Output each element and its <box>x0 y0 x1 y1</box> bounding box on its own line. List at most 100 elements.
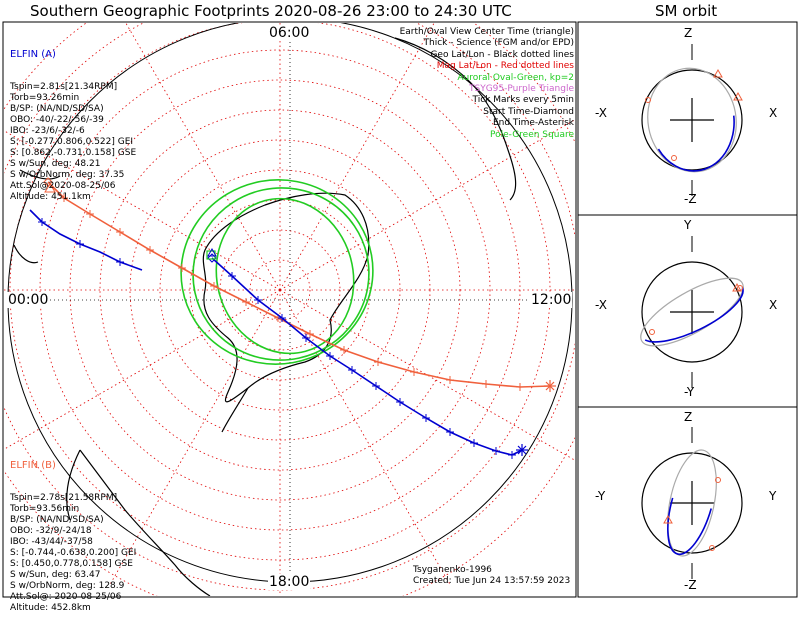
mag-lat-circle <box>249 259 311 321</box>
asterisk-stroke <box>545 381 555 391</box>
legend-entry: Auroral Oval-Green, kp=2 <box>457 72 574 83</box>
elfin-a-info: ELFIN (A) Tspin=2.81s[21.34RPM] Torb=93.2… <box>10 27 136 214</box>
elfin-b-info-line: S: [-0.744,-0.638,0.200] GEI <box>10 548 137 558</box>
elfin-b-info: ELFIN (B) Tspin=2.78s[21.58RPM] Torb=93.5… <box>10 438 136 625</box>
elfin-a-name: ELFIN (A) <box>10 49 56 60</box>
orbit-panel-2 <box>640 236 744 388</box>
time-label-left: 00:00 <box>7 292 50 308</box>
elfin-b-info-line: IBO: -43/44/-37/58 <box>10 537 93 547</box>
orbit-path-a <box>667 450 717 556</box>
antarctic-peninsula <box>221 387 249 433</box>
legend: Earth/Oval View Center Time (triangle) Th… <box>400 27 574 141</box>
legend-entry: Tick Marks every 5min <box>472 95 574 106</box>
legend-entry: Earth/Oval View Center Time (triangle) <box>399 27 574 37</box>
orbit-axis-label-top: Y <box>684 218 692 232</box>
orbit-path-b <box>647 67 737 173</box>
antarctica-coastline <box>202 192 370 403</box>
orbit-axis-label-bottom: -Z <box>684 192 697 206</box>
elfin-a-info-line: S: [-0.277,0.806,0.522] GEI <box>10 137 134 147</box>
orbit-path-b <box>667 449 717 557</box>
elfin-a-info-line: Altitude: 451.1km <box>10 192 91 202</box>
orbit-triangle <box>732 282 742 292</box>
orbit-marker-b <box>715 477 721 483</box>
mag-lon-line <box>279 119 575 291</box>
track-b-end-asterisk <box>544 380 556 392</box>
mag-lat-circle <box>69 79 491 501</box>
elfin-a-info-line: B/SP: (NA/ND/SD/SA) <box>10 104 104 114</box>
mag-lat-circle <box>159 169 401 411</box>
orbit-axis-label-left: -X <box>595 106 607 120</box>
orbit-marker-b <box>709 545 715 551</box>
legend-entry: Thick - Science (FGM and/or EPD) <box>423 38 574 49</box>
legend-entry: Geo Lat/Lon - Black dotted lines <box>430 49 574 60</box>
orbit-panel-1 <box>641 44 743 196</box>
geo-lat-lon-grid <box>10 30 570 590</box>
orbit-axis-label-top: Z <box>684 26 693 40</box>
legend-entry: Start Time-Diamond <box>483 106 574 117</box>
asterisk-stroke <box>517 445 527 455</box>
elfin-b-info-line: OBO: -32/9/-24/18 <box>10 526 92 536</box>
legend-entry: Mag Lat/Lon - Red dotted lines <box>436 61 574 72</box>
elfin-a-info-line: S w/Sun, deg: 48.21 <box>10 159 101 169</box>
elfin-a-lines: Tspin=2.81s[21.34RPM] Torb=93.26min B/SP: … <box>10 82 136 203</box>
elfin-b-lines: Tspin=2.78s[21.58RPM] Torb=93.56min B/SP: … <box>10 493 136 614</box>
elfin-b-info-line: Att.Sol@: 2020-08-25/06 <box>10 592 122 602</box>
legend-entry: Pole-Green Square <box>489 129 574 140</box>
elfin-b-name: ELFIN (B) <box>10 460 56 471</box>
orbit-marker-b <box>649 329 655 335</box>
elfin-a-info-line: OBO: -40/-22/-56/-39 <box>10 115 104 125</box>
earth-outline <box>641 261 743 363</box>
orbit-axis-label-left: -X <box>595 298 607 312</box>
time-label-top: 06:00 <box>268 25 311 41</box>
elfin-a-info-line: S w/OrbNorm, deg: 37.35 <box>10 170 125 180</box>
map-frame <box>2 21 577 598</box>
elfin-b-info-line: Torb=93.56min <box>10 504 80 514</box>
auroral-oval-inner <box>215 197 355 355</box>
orbit-axis-label-top: Z <box>684 410 693 424</box>
orbit-axis-label-right: X <box>769 298 778 312</box>
elfin-b-info-line: B/SP: (NA/ND/SD/SA) <box>10 515 104 525</box>
orbit-marker-b <box>645 97 651 103</box>
orbit-axis-label-bottom: -Y <box>684 385 695 399</box>
coastlines <box>13 37 517 596</box>
earth-outline <box>641 452 743 554</box>
legend-entry: End Time-Asterisk <box>492 118 574 129</box>
orbit-triangle <box>663 514 673 524</box>
page-title: Southern Geographic Footprints 2020-08-2… <box>30 2 512 20</box>
south-america-coastline <box>66 449 211 596</box>
auroral-oval-mid <box>192 187 370 361</box>
earth-outline <box>641 69 743 171</box>
track-a-end-asterisk <box>516 444 528 456</box>
elfin-a-info-line: S: [0.862,-0.731,0.158] GSE <box>10 148 137 158</box>
africa-coastline <box>394 37 517 201</box>
elfin-a-info-line: Torb=93.26min <box>10 93 80 103</box>
elfin-b-info-line: Tspin=2.78s[21.58RPM] <box>10 493 118 503</box>
elfin-b-info-line: S: [0.450,0.778,0.158] GSE <box>10 559 133 569</box>
elfin-a-info-line: Tspin=2.81s[21.34RPM] <box>10 82 118 92</box>
orbit-axis-label-left: -Y <box>595 489 606 503</box>
orbit-triangle <box>733 91 743 101</box>
australia-coastline <box>13 169 61 264</box>
orbit-frame <box>577 21 798 598</box>
footer-created: Created: Tue Jun 24 13:57:59 2023 <box>413 576 571 586</box>
orbit-axis-label-right: X <box>769 106 778 120</box>
orbit-title: SM orbit <box>655 2 718 20</box>
elfin-a-view-triangle <box>207 247 217 257</box>
elfin-a-track-line-2 <box>29 209 143 271</box>
elfin-b-info-line: S w/Sun, deg: 63.47 <box>10 570 101 580</box>
track-a-start-diamond <box>207 253 217 263</box>
elfin-a-info-line: Att.Sol@2020-08-25/06 <box>10 181 116 191</box>
footer-model: Tsyganenko-1996 <box>413 565 492 575</box>
track-b-start-diamond <box>43 177 53 187</box>
auroral-oval-outer <box>180 179 374 365</box>
sm-orbit-panels <box>640 44 744 579</box>
elfin-a-info-line: IBO: -23/6/-32/-6 <box>10 126 85 136</box>
orbit-axis-label-bottom: -Z <box>684 578 697 592</box>
legend-entry: TSYG95-Purple Triangle <box>468 84 574 95</box>
footer: Tsyganenko-1996 Created: Tue Jun 24 13:57… <box>413 565 570 587</box>
orbit-triangle <box>713 68 723 78</box>
orbit-axis-label-right: Y <box>769 489 777 503</box>
elfin-a-track <box>29 209 528 459</box>
orbit-panel-3 <box>641 427 743 579</box>
auroral-oval <box>180 179 374 365</box>
